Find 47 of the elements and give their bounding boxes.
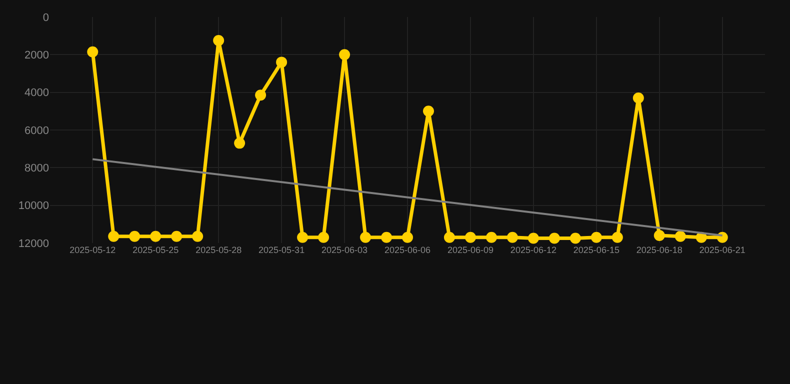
point (422, 106, 434, 117)
point (87, 46, 98, 58)
y-tick-label: 2000 (24, 50, 49, 62)
point (381, 232, 392, 243)
x-tick-label: 2025-05-25 (132, 245, 179, 255)
x-tick-label: 2025-06-06 (384, 245, 431, 255)
y-tick-label: 12000 (18, 238, 49, 250)
point (213, 35, 224, 46)
point (318, 232, 330, 243)
y-tick-label: 6000 (24, 124, 49, 137)
point (339, 49, 350, 60)
point (632, 92, 644, 104)
point (360, 232, 372, 243)
y-tick-label: 4000 (24, 87, 49, 100)
x-tick-label: 2025-06-15 (573, 245, 620, 255)
point (654, 230, 665, 241)
point (464, 232, 476, 243)
point (506, 232, 518, 243)
point (570, 232, 581, 244)
point (674, 230, 686, 242)
point (444, 232, 455, 243)
point (402, 232, 413, 243)
y-tick-label: 8000 (24, 162, 49, 175)
x-tick-label: 2025-06-18 (636, 245, 682, 255)
y-tick-label: 10000 (18, 200, 49, 212)
point (548, 232, 560, 244)
x-tick-label: 2025-05-12 (70, 245, 116, 255)
point (108, 230, 120, 242)
point (234, 138, 246, 149)
point (486, 232, 497, 243)
point (590, 232, 602, 243)
point (528, 232, 539, 244)
y-tick-label: 0 (42, 12, 49, 24)
point (297, 232, 308, 243)
point (255, 90, 266, 101)
x-tick-label: 2025-06-21 (699, 245, 746, 255)
point (150, 230, 162, 242)
x-tick-label: 2025-06-12 (510, 245, 556, 255)
point (129, 230, 140, 242)
x-tick-label: 2025-06-09 (447, 245, 494, 255)
point (171, 230, 182, 242)
point (192, 230, 204, 242)
x-tick-label: 2025-05-28 (196, 245, 242, 255)
point (612, 232, 623, 243)
point (276, 56, 288, 68)
x-tick-label: 2025-06-03 (322, 245, 368, 255)
x-tick-label: 2025-05-31 (258, 245, 305, 255)
